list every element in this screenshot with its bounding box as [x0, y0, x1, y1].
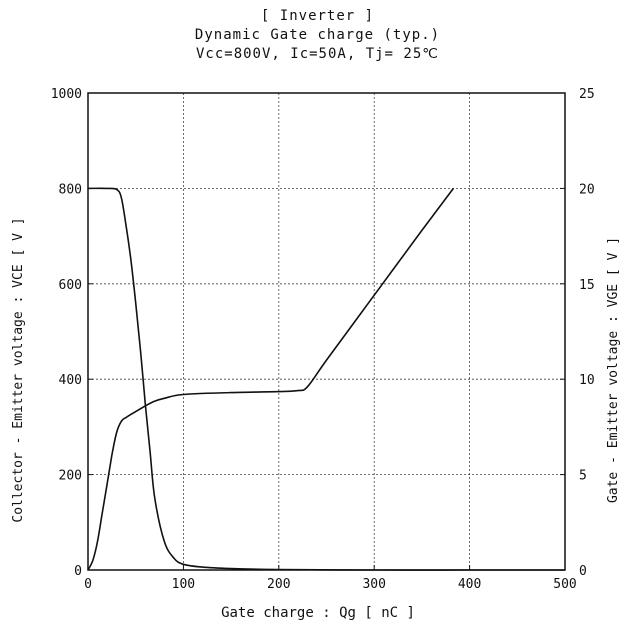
y-left-tick-label: 800 — [59, 182, 82, 197]
y-right-tick-label: 5 — [579, 469, 587, 484]
y-axis-right-label: Gate - Emitter voltage : VGE [ V ] — [606, 237, 621, 503]
y-right-tick-label: 25 — [579, 87, 595, 102]
y-axis-left-label: Collector - Emitter voltage : VCE [ V ] — [11, 217, 26, 522]
y-left-tick-label: 600 — [59, 278, 82, 293]
x-axis-label: Gate charge : Qg [ nC ] — [221, 605, 415, 621]
x-tick-label: 200 — [267, 577, 290, 592]
y-left-tick-label: 0 — [74, 564, 82, 579]
series-line-vce — [87, 187, 565, 571]
chart-conditions: Vcc=800V, Ic=50A, Tj= 25℃ — [195, 46, 439, 62]
series-line-vge — [87, 187, 455, 571]
x-tick-label: 100 — [172, 577, 195, 592]
x-tick-label: 500 — [553, 577, 576, 592]
chart-title: [ Inverter ] — [260, 8, 375, 24]
grid — [88, 93, 565, 570]
y-right-tick-label: 0 — [579, 564, 587, 579]
x-tick-label: 300 — [362, 577, 385, 592]
ticks-layer: 0 100 200 300 400 500020040060080010000510152… — [51, 87, 595, 592]
y-left-tick-label: 1000 — [51, 87, 82, 102]
y-right-tick-label: 15 — [579, 278, 595, 293]
plot-frame — [87, 92, 566, 571]
x-tick-label: 0 — [84, 577, 92, 592]
y-left-tick-label: 200 — [59, 469, 82, 484]
series-layer — [87, 187, 565, 571]
chart-subtitle: Dynamic Gate charge (typ.) — [194, 27, 441, 43]
y-right-tick-label: 10 — [579, 373, 595, 388]
y-right-tick-label: 20 — [579, 182, 595, 197]
y-left-tick-label: 400 — [59, 373, 82, 388]
x-tick-label: 400 — [458, 577, 481, 592]
